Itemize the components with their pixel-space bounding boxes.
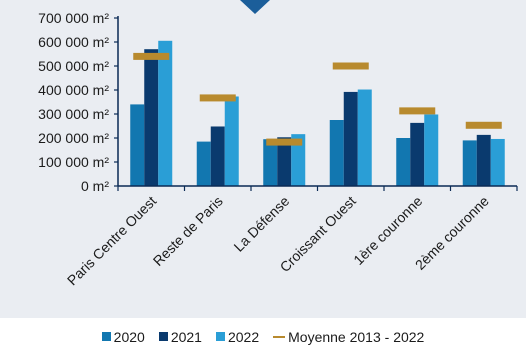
bar-2022: [490, 138, 505, 186]
legend-item: Moyenne 2013 - 2022: [273, 329, 424, 345]
legend-label: 2020: [113, 328, 145, 345]
x-tick-label: Paris Centre Ouest: [64, 193, 160, 289]
bar-2021: [476, 134, 491, 186]
legend-swatch: [101, 332, 111, 341]
bar-2022: [424, 114, 439, 186]
y-tick-label: 100 000 m²: [38, 154, 109, 170]
legend-line-swatch: [273, 335, 286, 338]
section-marker: [240, 0, 270, 14]
average-marker: [266, 138, 303, 146]
bar-2021: [277, 137, 292, 186]
bar-2020: [196, 141, 211, 186]
bar-2021: [410, 122, 425, 186]
legend: 2020 2021 2022 Moyenne 2013 - 2022: [0, 318, 526, 355]
bar-2020: [130, 104, 145, 186]
legend-item: 2021: [158, 328, 202, 345]
bar-2022: [224, 96, 239, 186]
x-tick-label: 1ère couronne: [350, 193, 425, 268]
average-marker: [199, 94, 236, 102]
legend-label: Moyenne 2013 - 2022: [288, 328, 425, 345]
bar-chart: 0 m² 100 000 m² 200 000 m² 300 000 m² 400 00…: [38, 0, 518, 289]
bar-2020: [329, 120, 344, 186]
legend-label: 2021: [170, 328, 202, 345]
average-marker: [133, 52, 170, 60]
bar-2021: [343, 91, 358, 186]
y-tick-label: 300 000 m²: [38, 106, 109, 122]
bar-2020: [462, 140, 477, 186]
bar-2020: [263, 139, 278, 186]
y-tick-label: 600 000 m²: [38, 34, 109, 50]
bar-2022: [158, 40, 173, 186]
y-tick-label: 500 000 m²: [38, 58, 109, 74]
x-tick-label: La Défense: [230, 193, 292, 255]
bar-2022: [291, 134, 306, 186]
y-tick-label: 700 000 m²: [38, 10, 109, 26]
bars: [130, 40, 505, 187]
y-axis: 0 m² 100 000 m² 200 000 m² 300 000 m² 400 00…: [38, 10, 119, 194]
average-marker: [399, 107, 436, 115]
legend-swatch: [158, 332, 168, 341]
bar-2022: [357, 89, 372, 186]
average-marker: [332, 62, 369, 70]
legend-item: 2022: [215, 328, 260, 345]
x-tick-label: Reste de Paris: [150, 193, 226, 269]
y-tick-label: 0 m²: [81, 178, 109, 194]
legend-label: 2022: [227, 328, 260, 345]
legend-swatch: [215, 332, 225, 341]
average-marker: [465, 121, 502, 129]
bar-2021: [210, 126, 225, 186]
y-tick-label: 400 000 m²: [38, 82, 109, 98]
average-markers: [133, 52, 502, 146]
y-tick-label: 200 000 m²: [38, 130, 109, 146]
bar-2020: [396, 138, 411, 186]
legend-item: 2020: [101, 328, 145, 345]
bar-2021: [144, 49, 159, 187]
